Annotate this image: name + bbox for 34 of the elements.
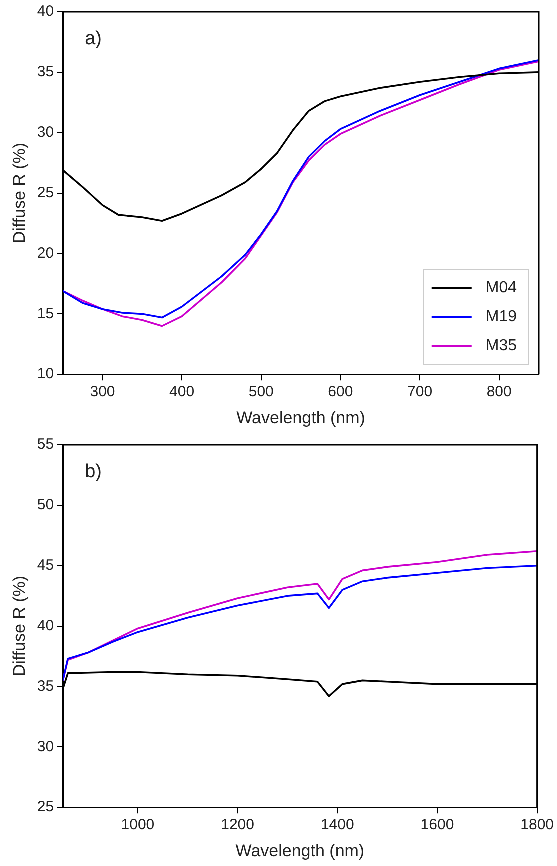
x-tick-label: 300 (90, 384, 116, 401)
x-tick-label: 600 (328, 384, 354, 401)
legend-label: M35 (486, 338, 518, 355)
y-tick-label: 25 (37, 184, 54, 202)
y-axis-title: Diffuse R (%) (10, 576, 29, 677)
x-tick-label: 1200 (221, 816, 254, 834)
y-tick-label: 40 (37, 617, 54, 634)
y-tick-label: 15 (37, 305, 54, 322)
y-tick-label: 40 (37, 3, 54, 20)
legend-label: M19 (486, 308, 518, 326)
x-tick-label: 700 (408, 384, 433, 401)
y-tick-label: 30 (37, 738, 54, 756)
y-tick-label: 45 (37, 557, 54, 574)
y-tick-label: 20 (37, 244, 54, 262)
y-axis-title: Diffuse R (%) (10, 142, 29, 244)
y-tick-label: 10 (37, 366, 54, 383)
x-tick-label: 1000 (121, 816, 155, 834)
y-tick-label: 30 (37, 124, 54, 142)
y-tick-label: 55 (37, 436, 54, 454)
x-tick-label: 1600 (420, 816, 454, 834)
x-tick-label: 1800 (520, 816, 554, 834)
y-tick-label: 25 (37, 798, 54, 816)
x-axis-title: Wavelength (nm) (236, 841, 365, 860)
x-tick-label: 400 (170, 384, 195, 401)
annotation: b) (85, 462, 102, 483)
x-tick-label: 1400 (320, 816, 354, 834)
annotation: a) (85, 28, 102, 50)
y-tick-label: 35 (37, 64, 54, 81)
legend-label: M04 (486, 280, 518, 297)
y-tick-label: 50 (37, 496, 54, 514)
x-tick-label: 500 (248, 384, 274, 401)
y-tick-label: 35 (37, 678, 54, 695)
x-tick-label: 800 (486, 384, 512, 401)
x-axis-title: Wavelength (nm) (236, 408, 366, 428)
